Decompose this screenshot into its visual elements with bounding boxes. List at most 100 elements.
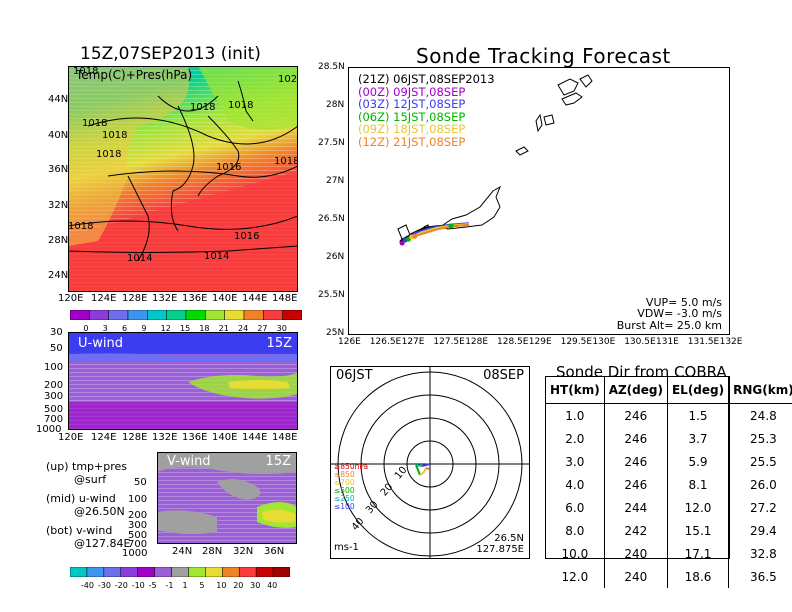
colorbar-swatch — [205, 566, 223, 578]
launch-point — [448, 223, 454, 229]
colorbar-tick: 12 — [160, 324, 171, 333]
cell-rng: 24.8 — [728, 403, 792, 427]
legend-note-line: @127.84E — [74, 537, 131, 550]
colorbar-swatch — [154, 566, 172, 578]
temp-colorbar: 0 3 6 9 12 15 18 21 24 27 30 — [69, 305, 303, 333]
colorbar-tick: -30 — [97, 581, 111, 590]
vwind-time: 15Z — [265, 454, 291, 469]
cell-ht: 4.0 — [565, 477, 585, 492]
colorbar-swatch — [188, 566, 206, 578]
colorbar-tick: 1 — [182, 581, 188, 590]
legend-note-bot: (bot) v-wind @127.84E — [46, 524, 130, 550]
table-header-row: HT(km) AZ(deg) EL(deg) RNG(km) — [546, 377, 792, 404]
colorbar-tick: 40 — [267, 581, 278, 590]
colorbar-tick: -5 — [148, 581, 157, 590]
lon-label: 140E — [212, 432, 238, 443]
lat-label: 36N — [264, 546, 285, 557]
isobar-label: 1014 — [127, 253, 152, 264]
lon-label: 148E — [272, 432, 298, 443]
colorbar-tick: 5 — [199, 581, 205, 590]
header-az: AZ(deg) — [603, 377, 668, 404]
track-lines — [399, 222, 470, 246]
cell-az: 246 — [603, 403, 668, 427]
lon-label: 127.5E — [433, 337, 465, 347]
colorbar-tick: -20 — [114, 581, 128, 590]
colorbar-swatch — [205, 309, 225, 321]
temp-colorbar-swatches — [69, 309, 303, 321]
colorbar-swatch — [243, 309, 264, 321]
cell-ht: 3.0 — [565, 454, 585, 469]
lat-label: 24N — [172, 546, 193, 557]
param-vdw: VDW= -3.0 m/s — [637, 307, 722, 320]
isobar-label: 1018 — [274, 156, 298, 167]
lat-label: 27.5N — [318, 138, 345, 148]
lon-label: 131E — [656, 337, 679, 347]
table-row: 4.0 246 8.1 26.0 — [546, 473, 792, 496]
level-label: 50 — [50, 343, 63, 354]
vwind-panel: V-wind 15Z — [157, 452, 297, 544]
cell-el: 5.9 — [666, 450, 729, 473]
lon-label: 128E — [122, 293, 148, 304]
uwind-label: U-wind — [78, 336, 123, 351]
legend-note-line: (up) tmp+pres — [46, 460, 128, 473]
colorbar-swatch — [282, 309, 303, 321]
launch-legend: (21Z) 06JST,08SEP2013 (00Z) 09JST,08SEP … — [358, 73, 495, 148]
isobar-labels: 1018 1018 1018 1018 1018 1018 1016 1016 … — [68, 66, 299, 264]
cell-el: 3.7 — [666, 427, 729, 450]
cell-ht: 10.0 — [561, 546, 589, 561]
lon-label: 132E — [152, 432, 178, 443]
colorbar-tick: 0 — [83, 324, 89, 333]
isobar-label: 1018 — [102, 130, 127, 141]
lon-label: 144E — [242, 293, 268, 304]
lat-label: 24N — [48, 270, 69, 281]
colorbar-swatch — [108, 309, 129, 321]
track-svg — [348, 67, 730, 335]
lat-label: 40N — [48, 130, 69, 141]
polar-date: 08SEP — [483, 368, 524, 383]
colorbar-swatch — [238, 566, 257, 578]
level-label: 500 — [44, 404, 64, 415]
table-row: 3.0 246 5.9 25.5 — [546, 450, 792, 473]
uwind-svg — [68, 332, 298, 430]
colorbar-tick: 18 — [199, 324, 210, 333]
track-panel: (21Z) 06JST,08SEP2013 (00Z) 09JST,08SEP … — [348, 67, 730, 335]
right-title: Sonde Tracking Forecast — [416, 44, 671, 68]
colorbar-swatch — [137, 566, 155, 578]
cell-el: 12.0 — [666, 496, 729, 519]
cell-rng: 26.0 — [728, 473, 792, 496]
cell-az: 240 — [603, 565, 668, 588]
lat-label: 27N — [326, 176, 345, 186]
sonde-table-box: HT(km) AZ(deg) EL(deg) RNG(km) 1.0 246 1.5… — [545, 376, 792, 588]
isobar-label: 1014 — [204, 251, 229, 262]
vwind-svg — [157, 452, 297, 544]
lon-label: 136E — [182, 293, 208, 304]
map-label: Temp(C)+Pres(hPa) — [76, 68, 193, 82]
track-endpoint — [399, 240, 405, 246]
lon-label: 132E — [719, 337, 743, 347]
level-label: 100 — [44, 362, 64, 373]
lon-label: 127E — [401, 337, 425, 347]
lat-label: 26.5N — [318, 214, 345, 224]
wind-colorbar: -40 -30 -20 -10 -5 -1 1 5 10 20 30 40 — [69, 562, 291, 590]
legend-note-line: @surf — [74, 473, 107, 486]
level-label: 50 — [134, 477, 147, 488]
lon-label: 129E — [528, 337, 552, 347]
table-row: 12.0 240 18.6 36.5 — [546, 565, 792, 588]
colorbar-tick: 21 — [218, 324, 229, 333]
colorbar-swatch — [166, 309, 187, 321]
uwind-time: 15Z — [266, 336, 292, 351]
isobar-label: 1018 — [228, 100, 253, 111]
cell-rng: 32.8 — [728, 542, 792, 565]
colorbar-swatch — [89, 309, 109, 321]
lon-label: 126E — [338, 337, 361, 347]
colorbar-swatch — [147, 309, 167, 321]
launch-item: (09Z) 18JST,08SEP — [358, 122, 466, 136]
param-vup: VUP= 5.0 m/s — [645, 295, 722, 309]
colorbar-tick: -1 — [165, 581, 174, 590]
polar-time: 06JST — [336, 368, 373, 383]
cell-ht: 8.0 — [565, 523, 585, 538]
cell-az: 246 — [603, 427, 668, 450]
cell-el: 18.6 — [666, 565, 729, 588]
colorbar-swatch — [69, 566, 88, 578]
temp-pres-map: 1018 1018 1018 1018 1018 1018 1016 1016 … — [67, 66, 299, 292]
